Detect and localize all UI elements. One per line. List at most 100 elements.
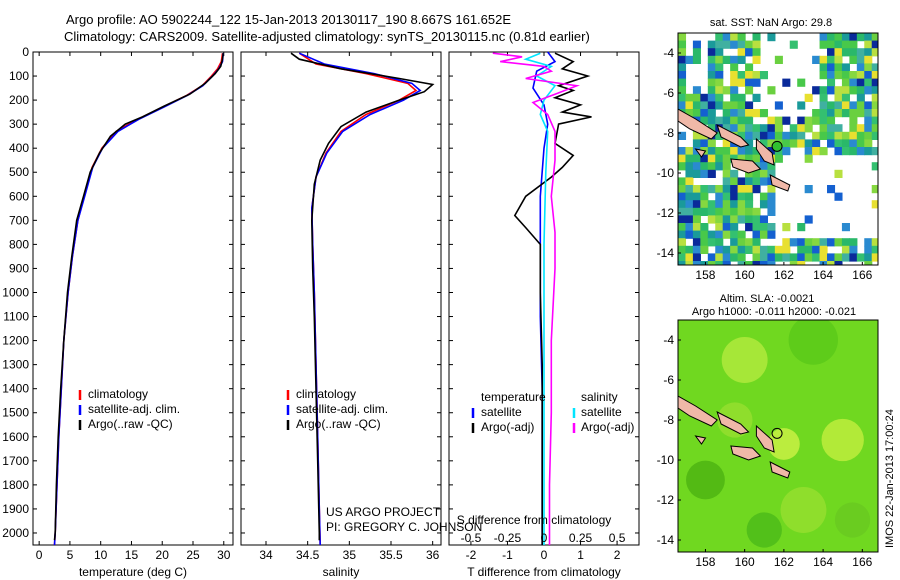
sst-cell: [700, 230, 709, 239]
legend-label: Argo(-adj): [581, 420, 634, 434]
sst-cell: [737, 185, 746, 194]
sst-cell: [856, 109, 865, 118]
sst-cell: [722, 55, 731, 64]
sst-cell: [715, 78, 724, 87]
sst-cell: [819, 253, 828, 262]
sst-cell: [827, 131, 836, 140]
y-tick-label: 300: [9, 117, 29, 131]
sst-cell: [685, 185, 694, 194]
sst-cell: [730, 245, 739, 254]
sst-cell: [782, 131, 791, 140]
sst-cell: [715, 223, 724, 232]
sst-cell: [834, 192, 843, 201]
sst-cell: [700, 245, 709, 254]
sst-cell: [752, 109, 761, 118]
sst-cell: [715, 215, 724, 224]
sst-cell: [745, 78, 754, 87]
map-x-tick-label: 162: [774, 268, 794, 282]
x-tick-label: 1: [577, 548, 584, 562]
sst-cell: [752, 78, 761, 87]
legend-label: climatology: [296, 387, 356, 401]
sst-cell: [715, 162, 724, 171]
sla-blob: [768, 428, 800, 460]
sst-cell: [752, 71, 761, 80]
sst-cell: [685, 192, 694, 201]
sst-cell: [745, 40, 754, 49]
sst-cell: [767, 223, 776, 232]
pi-annotation: PI: GREGORY C. JOHNSON: [326, 520, 482, 534]
x-tick-label: 30: [217, 548, 231, 562]
x-tick-label: 34.5: [296, 548, 320, 562]
sst-cell: [730, 63, 739, 72]
sst-cell: [812, 131, 821, 140]
sst-cell: [737, 154, 746, 163]
imos-watermark: IMOS 22-Jan-2013 17:00:24: [884, 409, 896, 548]
series-line-s-argo--adj-: [492, 52, 581, 545]
y-tick-label: 800: [9, 237, 29, 251]
sst-cell: [730, 71, 739, 80]
sst-cell: [715, 147, 724, 156]
sst-cell: [797, 223, 806, 232]
sst-cell: [745, 238, 754, 247]
x2-tick-label: 0: [541, 531, 548, 545]
sst-cell: [745, 223, 754, 232]
map-y-tick-label: -14: [657, 246, 675, 260]
sst-cell: [819, 124, 828, 133]
sst-cell: [812, 147, 821, 156]
sst-cell: [864, 139, 873, 148]
sst-cell: [730, 147, 739, 156]
x-axis-label: T difference from climatology: [467, 565, 621, 579]
sst-cell: [812, 86, 821, 95]
sst-cell: [737, 116, 746, 125]
sst-cell: [759, 230, 769, 239]
x2-tick-label: -0.25: [494, 531, 522, 545]
sst-cell: [856, 147, 865, 156]
sst-cell: [692, 261, 701, 265]
legend-label: satellite-adj. clim.: [88, 402, 180, 416]
island: [755, 424, 775, 453]
sst-cell: [707, 48, 716, 57]
sst-cell: [737, 124, 746, 133]
x2-tick-label: 0.25: [569, 531, 593, 545]
sst-cell: [797, 238, 806, 247]
x-tick-label: -1: [502, 548, 513, 562]
sst-cell: [692, 162, 701, 171]
sst-cell: [834, 93, 843, 102]
sst-cell: [737, 230, 746, 239]
sst-cell: [707, 101, 716, 110]
sst-cell: [827, 55, 836, 64]
map-y-tick-label: -10: [657, 453, 675, 467]
sst-cell: [871, 33, 878, 42]
sst-cell: [789, 253, 798, 262]
sst-cell: [804, 245, 813, 254]
chart-title-line2: Climatology: CARS2009. Satellite-adjuste…: [64, 29, 590, 44]
sst-cell: [730, 93, 739, 102]
sst-map: [677, 32, 879, 266]
sst-cell: [864, 124, 873, 133]
sst-cell: [759, 261, 769, 265]
sst-cell: [715, 48, 724, 57]
sst-cell: [700, 238, 709, 247]
sst-cell: [715, 116, 724, 125]
sst-cell: [752, 207, 761, 216]
sst-cell: [692, 215, 701, 224]
sst-cell: [797, 124, 806, 133]
sla-blob: [686, 460, 725, 500]
sst-cell: [819, 33, 828, 42]
sst-cell: [759, 200, 769, 209]
sst-cell: [678, 253, 687, 262]
sst-cell: [730, 78, 739, 87]
sst-cell: [737, 238, 746, 247]
sst-cell: [692, 245, 701, 254]
x-tick-label: 35.5: [379, 548, 403, 562]
plot-frame-temperature: [32, 51, 234, 546]
sst-cell: [722, 253, 731, 262]
sst-cell: [871, 71, 878, 80]
sst-cell: [834, 101, 843, 110]
sst-cell: [856, 55, 865, 64]
map-frame: [677, 319, 879, 553]
sst-cell: [871, 93, 878, 102]
sst-cell: [819, 93, 828, 102]
sst-cell: [722, 245, 731, 254]
sst-cell: [737, 147, 746, 156]
